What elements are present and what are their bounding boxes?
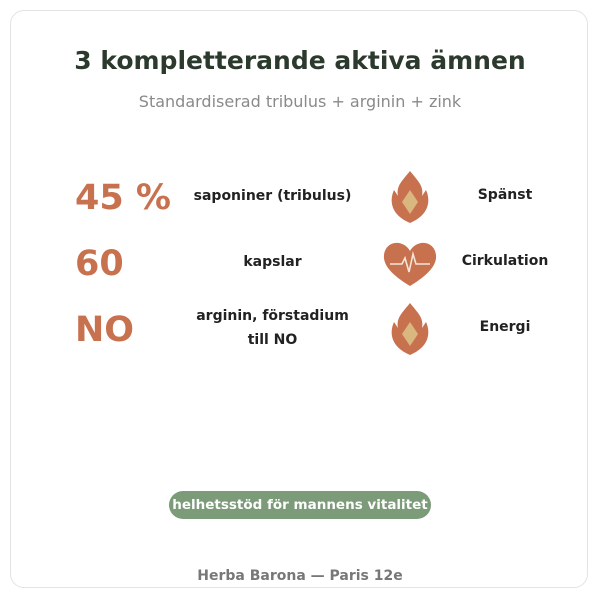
subtitle: Standardiserad tribulus + arginin + zink [138,92,462,111]
badge: helhetsstöd för mannens vitalitet [169,491,431,519]
row-value: 45 % [75,178,171,218]
card [10,10,588,588]
row-value: NO [75,310,135,350]
row-description: kapslar [243,254,302,270]
row-benefit: Energi [479,319,531,335]
title: 3 kompletterande aktiva ämnen [74,46,526,75]
flame-icon [391,303,429,355]
row-benefit: Cirkulation [461,253,549,269]
flame-icon [391,171,429,223]
footer: Herba Barona — Paris 12e [197,568,403,584]
row-description: saponiner (tribulus) [193,188,352,204]
row-benefit: Spänst [477,187,533,203]
row-value: 60 [75,244,124,284]
row-description: arginin, förstadium till NO [196,308,349,348]
heart-icon [383,242,437,286]
